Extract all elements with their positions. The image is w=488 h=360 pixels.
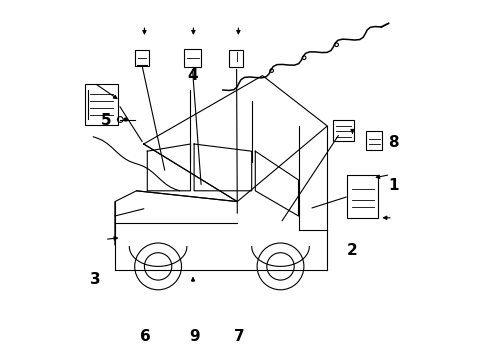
Text: 8: 8 (388, 135, 398, 150)
Circle shape (124, 118, 127, 121)
Text: 9: 9 (188, 329, 199, 344)
Text: 7: 7 (233, 329, 244, 344)
Text: 3: 3 (90, 271, 100, 287)
Text: 6: 6 (140, 329, 151, 344)
Text: 1: 1 (388, 178, 398, 193)
Text: 4: 4 (186, 68, 197, 83)
Text: 2: 2 (346, 243, 357, 258)
Text: 5: 5 (101, 113, 111, 128)
